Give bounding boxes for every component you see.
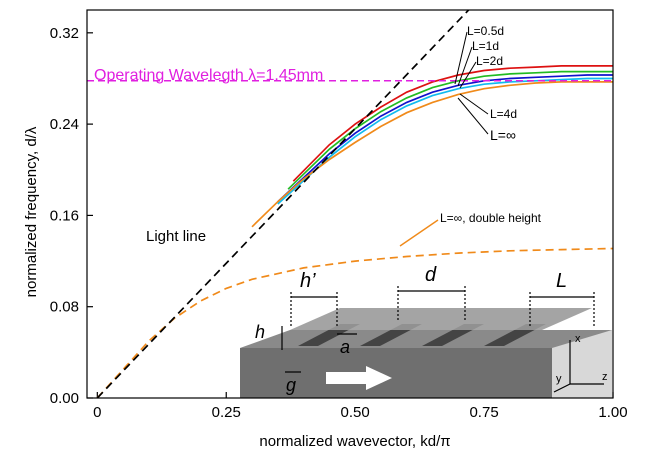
leader-inf-double [400,220,438,246]
x-tick-label: 0.25 [212,404,241,421]
x-axis-label: normalized wavevector, kd/π [259,433,450,450]
x-tick-label: 1.00 [598,404,627,421]
label-l-0.5d: L=0.5d [467,24,504,38]
inset-label-d: d [425,264,437,286]
y-tick-label: 0.00 [50,390,79,407]
x-tick-label: 0.75 [469,404,498,421]
y-axis-label: normalized frequency, d/λ [23,126,40,297]
x-tick-label: 0 [93,404,101,421]
y-tick-label: 0.08 [50,299,79,316]
label-l-1d: L=1d [472,39,499,53]
inset-label-a: a [340,337,350,357]
series-annotations: L=0.5d L=1d L=2d L=4d L=∞ L=∞, double he… [146,24,542,246]
inset-label-h-prime: h’ [300,270,316,292]
operating-wavelength-label: Operating Wavelegth λ=1.45mm [94,67,323,84]
light-line-label: Light line [146,228,206,245]
series-line-0 [293,66,613,181]
y-tick-label: 0.24 [50,116,79,133]
series-line-3 [278,79,613,205]
inset-label-h: h [255,322,265,342]
x-tick-label: 0.50 [341,404,370,421]
axis-z-letter: z [602,371,608,383]
waveguide-inset-illustration: h’ d L h a g x z y [240,264,612,398]
leader-4d [460,94,488,114]
axis-y-letter: y [556,373,562,385]
inset-label-l: L [556,270,567,292]
inset-label-g: g [286,375,296,395]
label-l-inf: L=∞ [490,127,516,143]
axis-x-letter: x [575,333,581,345]
y-tick-label: 0.32 [50,25,79,42]
top-plate [290,308,592,330]
y-tick-label: 0.16 [50,207,79,224]
series-line-1 [288,72,613,190]
series-line-4 [252,82,613,227]
series-line-2 [278,75,613,202]
label-l-4d: L=4d [490,107,517,121]
label-l-inf-double: L=∞, double height [440,211,542,225]
label-l-2d: L=2d [476,54,503,68]
